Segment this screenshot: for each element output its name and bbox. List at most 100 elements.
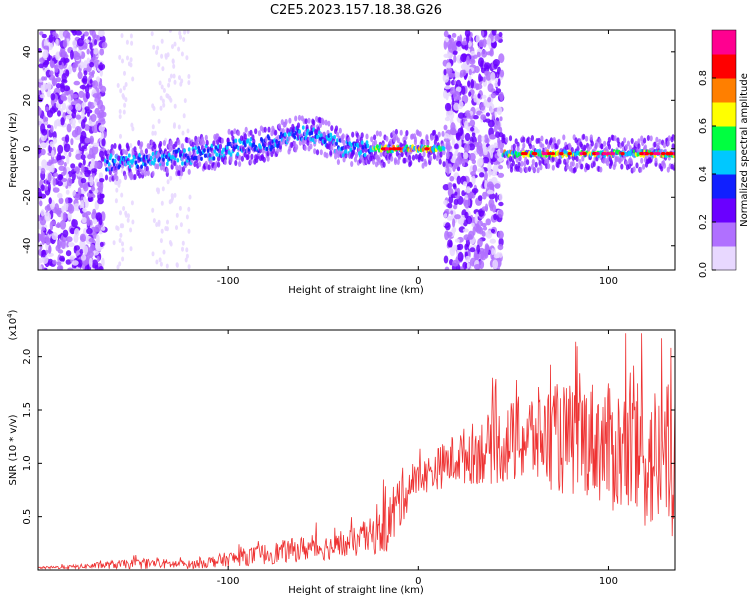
colorbar-cell — [712, 212, 736, 215]
colorbar-cell — [712, 108, 736, 111]
faint-speckle — [151, 103, 155, 109]
ridge-halo — [138, 172, 142, 179]
noise-speckle — [92, 142, 100, 147]
noise-speckle — [86, 48, 90, 55]
ridge-halo — [397, 154, 401, 161]
ridge-core — [187, 147, 191, 152]
noise-speckle — [81, 145, 85, 152]
faint-speckle — [160, 84, 164, 90]
ridge-core — [225, 145, 229, 150]
ridge-halo — [424, 160, 428, 167]
faint-speckle — [185, 55, 189, 61]
ridge-halo — [375, 130, 379, 137]
ridge-halo — [347, 136, 351, 143]
noise-speckle — [498, 201, 504, 207]
ridge-halo — [643, 137, 647, 144]
noise-speckle — [57, 192, 63, 199]
noise-speckle — [467, 198, 471, 207]
ridge-halo — [114, 169, 118, 176]
colorbar-cell — [712, 70, 736, 73]
ridge-halo — [516, 146, 520, 152]
noise-speckle — [487, 119, 495, 128]
noise-speckle — [478, 251, 485, 260]
ridge-halo — [309, 143, 313, 150]
noise-speckle — [43, 45, 49, 51]
noise-speckle — [456, 244, 461, 251]
colorbar-cell — [712, 246, 736, 249]
noise-speckle — [57, 249, 64, 254]
noise-speckle — [446, 109, 451, 119]
noise-speckle — [448, 240, 453, 248]
noise-speckle — [499, 126, 503, 134]
ridge-halo — [426, 140, 430, 147]
faint-speckle — [177, 46, 181, 52]
noise-speckle — [51, 159, 58, 164]
noise-speckle — [61, 205, 65, 213]
colorbar-cell — [712, 82, 736, 85]
faint-speckle — [123, 102, 127, 108]
noise-speckle — [481, 49, 488, 58]
noise-speckle — [39, 57, 45, 64]
faint-speckle — [162, 88, 166, 93]
ridge-halo — [411, 154, 416, 161]
colorbar-cell — [712, 204, 736, 207]
ridge-halo — [126, 145, 130, 152]
noise-speckle — [459, 69, 467, 77]
ridge-halo — [276, 148, 280, 155]
ridge-halo — [532, 166, 536, 173]
faint-speckle — [121, 256, 125, 262]
noise-speckle — [98, 124, 106, 132]
faint-speckle — [171, 58, 175, 64]
ridge-halo — [263, 126, 267, 133]
x-tick-label: 0 — [415, 276, 421, 287]
colorbar-cell — [712, 186, 736, 189]
ridge-halo — [321, 119, 325, 126]
noise-speckle — [68, 151, 72, 158]
faint-speckle — [131, 126, 135, 132]
noise-speckle — [484, 203, 489, 212]
ridge-halo — [238, 161, 242, 167]
faint-speckle — [151, 251, 155, 257]
colorbar-cell — [712, 158, 736, 161]
noise-speckle — [480, 114, 487, 121]
ridge-core — [252, 142, 256, 147]
ridge-halo — [191, 141, 195, 148]
noise-speckle — [84, 137, 91, 144]
ridge-halo — [144, 148, 148, 155]
ridge-core — [293, 135, 297, 140]
colorbar-cell — [712, 34, 736, 37]
snr-scale-label: (x104) — [6, 309, 19, 340]
faint-speckle — [173, 79, 177, 85]
ridge-halo — [165, 167, 169, 174]
noise-speckle — [43, 115, 46, 123]
faint-speckle — [162, 102, 166, 108]
ridge-halo — [439, 151, 443, 158]
ridge-halo — [218, 143, 223, 150]
noise-speckle — [82, 212, 86, 218]
noise-speckle — [494, 192, 498, 203]
faint-speckle — [157, 62, 161, 68]
noise-speckle — [473, 249, 478, 259]
ridge-halo — [580, 163, 584, 170]
faint-speckle — [116, 226, 120, 232]
faint-speckle — [151, 207, 155, 213]
colorbar-cell — [712, 106, 736, 109]
noise-speckle — [63, 143, 71, 153]
colorbar-cell — [712, 148, 736, 151]
colorbar-cell — [712, 184, 736, 187]
ridge-halo — [609, 159, 613, 166]
faint-speckle — [115, 180, 119, 186]
snr-ticks: -100 0 100 0.5 1.0 1.5 2.0 — [22, 330, 675, 587]
faint-speckle — [156, 45, 160, 51]
ridge-peak — [380, 147, 386, 151]
ridge-halo — [508, 135, 513, 142]
faint-speckle — [161, 186, 165, 192]
ridge-core — [344, 149, 348, 154]
noise-speckle — [40, 184, 45, 192]
ridge-halo — [378, 130, 382, 137]
snr-xlabel: Height of straight line (km) — [288, 585, 424, 596]
noise-speckle — [51, 220, 56, 226]
noise-speckle — [74, 125, 82, 136]
noise-speckle — [482, 226, 488, 231]
colorbar-cell — [712, 268, 736, 271]
